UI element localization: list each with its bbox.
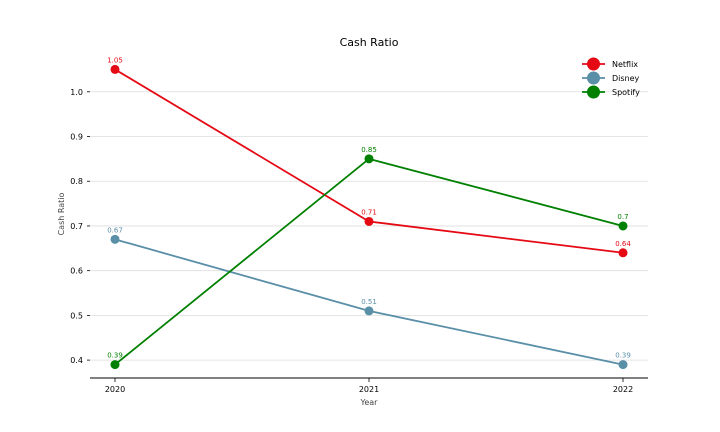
y-ticks: 0.4 0.5 0.6 0.7 0.8 0.9 1.0 xyxy=(70,88,90,365)
data-label: 0.64 xyxy=(615,240,631,248)
series-netflix: 1.05 0.71 0.64 xyxy=(107,56,631,258)
y-tick-label: 0.7 xyxy=(70,222,83,231)
data-label: 0.51 xyxy=(361,298,377,306)
legend-marker xyxy=(587,71,600,85)
gridlines xyxy=(90,91,648,361)
legend-item-spotify: Spotify xyxy=(582,85,640,99)
legend-label: Spotify xyxy=(612,88,640,97)
x-tick-label: 2021 xyxy=(359,385,379,394)
legend-label: Netflix xyxy=(612,60,638,69)
data-label: 1.05 xyxy=(107,56,123,64)
legend-item-netflix: Netflix xyxy=(582,57,638,71)
legend-label: Disney xyxy=(612,74,640,83)
data-point xyxy=(618,221,628,231)
data-point xyxy=(110,64,120,74)
data-point xyxy=(364,154,374,164)
y-tick-label: 0.8 xyxy=(70,177,83,186)
x-axis-label: Year xyxy=(360,398,379,407)
chart-title: Cash Ratio xyxy=(340,36,399,49)
y-tick-label: 0.4 xyxy=(70,356,83,365)
y-tick-label: 0.6 xyxy=(70,267,83,276)
data-point xyxy=(110,234,120,244)
legend-marker xyxy=(587,57,600,71)
y-tick-label: 0.5 xyxy=(70,311,83,320)
series-disney: 0.67 0.51 0.39 xyxy=(107,226,631,370)
data-label: 0.7 xyxy=(617,213,628,221)
legend-item-disney: Disney xyxy=(582,71,640,85)
data-point xyxy=(364,216,374,226)
data-label: 0.85 xyxy=(361,146,377,154)
data-point xyxy=(110,360,120,370)
y-axis-label: Cash Ratio xyxy=(57,192,66,235)
data-label: 0.67 xyxy=(107,226,123,234)
legend-marker xyxy=(587,85,600,99)
data-point xyxy=(364,306,374,316)
series-group: 1.05 0.71 0.64 0.67 0.51 0.39 0.39 0.85 0.7 xyxy=(107,56,631,370)
series-spotify: 0.39 0.85 0.7 xyxy=(107,146,629,370)
y-tick-label: 1.0 xyxy=(70,88,83,97)
data-label: 0.39 xyxy=(615,352,631,360)
y-tick-label: 0.9 xyxy=(70,133,83,142)
x-tick-label: 2022 xyxy=(613,385,633,394)
x-ticks: 2020 2021 2022 xyxy=(105,378,633,394)
legend: Netflix Disney Spotify xyxy=(582,57,640,99)
x-tick-label: 2020 xyxy=(105,385,125,394)
data-label: 0.39 xyxy=(107,352,123,360)
data-point xyxy=(618,248,628,258)
data-point xyxy=(618,360,628,370)
data-label: 0.71 xyxy=(361,208,377,216)
